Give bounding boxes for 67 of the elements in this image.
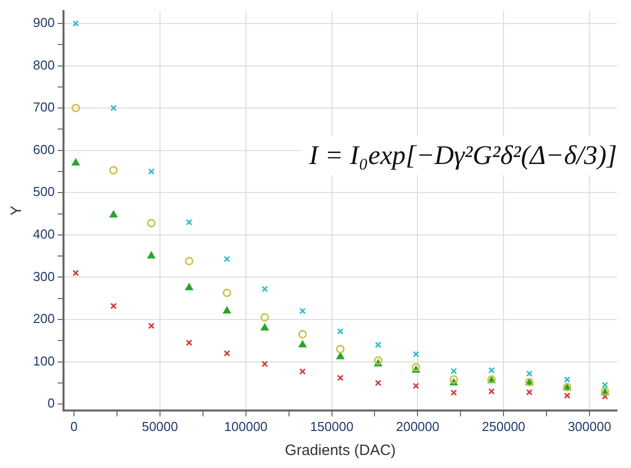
- point: [336, 344, 345, 354]
- point: [110, 104, 117, 112]
- y-tick-label: 600: [32, 142, 55, 157]
- point: [526, 370, 533, 377]
- point: [72, 158, 80, 166]
- y-axis-title: Y: [8, 206, 26, 216]
- point: [262, 360, 268, 368]
- point: [299, 308, 306, 314]
- x-axis-title: Gradients (DAC): [284, 442, 396, 460]
- x-tick-label: 50000: [142, 418, 178, 434]
- point: [412, 382, 420, 390]
- point: [186, 340, 192, 346]
- point: [71, 104, 80, 112]
- point: [526, 388, 533, 396]
- point: [450, 389, 457, 396]
- point: [337, 328, 344, 335]
- y-tick-label: 200: [32, 311, 55, 326]
- point: [299, 368, 306, 375]
- x-tick-label: 150000: [310, 418, 354, 434]
- point: [148, 168, 155, 175]
- point: [564, 392, 570, 399]
- x-tick-label: 250000: [482, 418, 526, 434]
- point: [337, 374, 344, 382]
- point: [222, 288, 232, 298]
- point: [185, 284, 193, 290]
- annotation: I = I₀exp[−Dγ²G²δ²(Δ−δ/3)]: [301, 136, 625, 175]
- point: [564, 376, 570, 383]
- point: [184, 256, 194, 266]
- point: [72, 270, 79, 276]
- point: [224, 256, 230, 262]
- point: [412, 350, 420, 358]
- point: [72, 20, 79, 27]
- point: [336, 352, 344, 360]
- x-tick-label: 200000: [396, 418, 440, 434]
- y-tick-label: 400: [32, 226, 55, 242]
- point: [374, 380, 382, 386]
- y-tick-label: 0: [47, 396, 55, 411]
- x-tick-label: 0: [70, 418, 78, 434]
- point: [262, 286, 268, 292]
- y-tick-label: 800: [32, 57, 55, 72]
- point: [109, 166, 118, 174]
- y-tick-label: 300: [32, 268, 55, 284]
- point: [450, 375, 458, 384]
- point: [298, 330, 307, 339]
- point: [223, 306, 231, 314]
- x-tick-label: 300000: [568, 418, 612, 434]
- point: [374, 342, 382, 348]
- point: [488, 367, 495, 374]
- point: [450, 368, 457, 374]
- point: [148, 252, 156, 259]
- x-tick-label: 100000: [224, 418, 268, 434]
- point: [147, 218, 156, 228]
- point: [110, 302, 117, 310]
- point: [298, 340, 306, 348]
- point: [110, 210, 118, 218]
- point: [488, 388, 495, 395]
- point: [260, 324, 269, 330]
- point: [260, 313, 269, 322]
- point: [224, 350, 230, 357]
- y-tick-label: 900: [32, 15, 55, 30]
- point: [148, 322, 155, 330]
- point: [374, 356, 382, 365]
- y-tick-label: 100: [32, 353, 55, 368]
- point: [602, 382, 608, 388]
- y-tick-label: 700: [32, 100, 55, 115]
- point: [186, 219, 192, 226]
- y-tick-label: 500: [32, 184, 55, 200]
